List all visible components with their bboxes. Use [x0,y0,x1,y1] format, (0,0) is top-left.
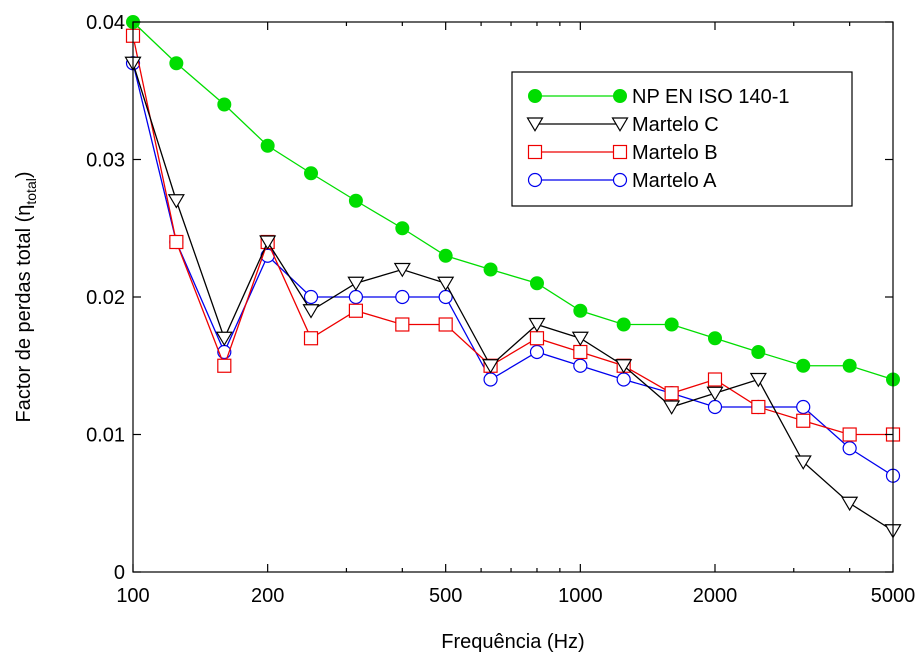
data-point [796,399,811,415]
data-point [573,344,588,360]
data-point [438,317,453,332]
data-point [348,289,364,305]
data-point [348,193,363,208]
legend-marker [612,172,628,188]
y-tick-label: 0.03 [86,150,125,172]
data-point [217,358,232,373]
y-tick-label: 0.04 [86,12,125,34]
data-point [303,331,319,346]
data-point [571,331,589,347]
data-point [664,317,679,332]
data-point [751,399,766,415]
data-point [842,441,857,456]
data-point [796,358,811,373]
data-point [304,166,319,181]
data-point [169,234,184,250]
data-point [529,276,544,291]
x-tick-label: 1000 [558,585,603,607]
legend-entry: Martelo A [527,170,717,192]
data-point [663,400,681,415]
data-point [259,235,277,250]
series-martelo-b [125,28,901,442]
legend-marker [526,117,544,132]
data-point [616,372,631,387]
data-point [483,262,498,277]
y-tick-label: 0.01 [86,425,125,447]
x-tick-label: 100 [116,585,149,607]
data-point [529,331,545,346]
legend-label: Martelo C [632,114,719,136]
series-line [132,35,893,436]
data-point [751,345,766,359]
legend-marker [527,144,543,160]
data-point [395,289,410,305]
data-point [841,496,859,512]
data-point [303,289,319,305]
data-point [573,358,588,373]
data-point [794,455,812,470]
x-axis-title: Frequência (Hz) [441,631,584,653]
data-point [707,399,723,415]
data-point [167,194,185,209]
legend-label: NP EN ISO 140-1 [632,86,789,108]
series-martelo-c [124,56,902,539]
series-np-en-iso-140-1 [126,15,900,387]
data-point [842,358,857,373]
data-point [842,427,857,442]
legend: NP EN ISO 140-1 Martelo C Martelo B Martelo… [511,71,853,207]
legend-label: Martelo A [632,170,717,192]
data-point [169,56,184,71]
legend-entry: Martelo B [527,142,718,164]
legend-marker [611,117,629,132]
data-point [796,413,811,428]
legend-label: Martelo B [632,142,718,164]
data-point [616,317,631,332]
x-tick-label: 5000 [871,585,916,607]
data-point [348,303,364,318]
series-line [132,63,894,532]
data-point [260,138,275,153]
data-point [393,262,411,278]
data-point [749,372,767,388]
plot-area [124,15,902,539]
series-line [132,21,894,381]
data-point [707,331,722,346]
data-point [395,317,410,332]
data-point [483,372,498,387]
legend-marker [612,144,628,160]
legend-entry: NP EN ISO 140-1 [528,86,789,108]
data-point [706,386,724,402]
legend-marker [527,172,543,188]
data-point [302,304,320,319]
y-tick-label: 0 [114,562,125,584]
x-axis: 100 200 500 1000 2000 5000 [116,22,915,607]
legend-entry: Martelo C [526,114,719,136]
data-point [664,386,679,401]
data-point [215,331,233,347]
series-line [132,63,894,477]
data-point [347,276,365,292]
data-point [395,221,410,236]
data-point [437,276,455,292]
y-axis: 0 0.01 0.02 0.03 0.04 [86,12,893,584]
data-point [217,97,232,112]
y-axis-title: Factor de perdas total (ηtotal) [13,171,39,422]
data-point [707,372,723,387]
data-point [529,344,545,360]
x-tick-label: 200 [251,585,284,607]
data-point [438,248,453,263]
x-tick-label: 2000 [693,585,738,607]
data-point [573,303,588,318]
x-tick-label: 500 [429,585,462,607]
legend-marker [613,89,627,103]
y-tick-label: 0.02 [86,287,125,309]
data-point [615,359,633,374]
data-point [528,317,546,333]
legend-box [511,71,853,207]
legend-marker [528,89,542,103]
data-point [482,359,500,374]
